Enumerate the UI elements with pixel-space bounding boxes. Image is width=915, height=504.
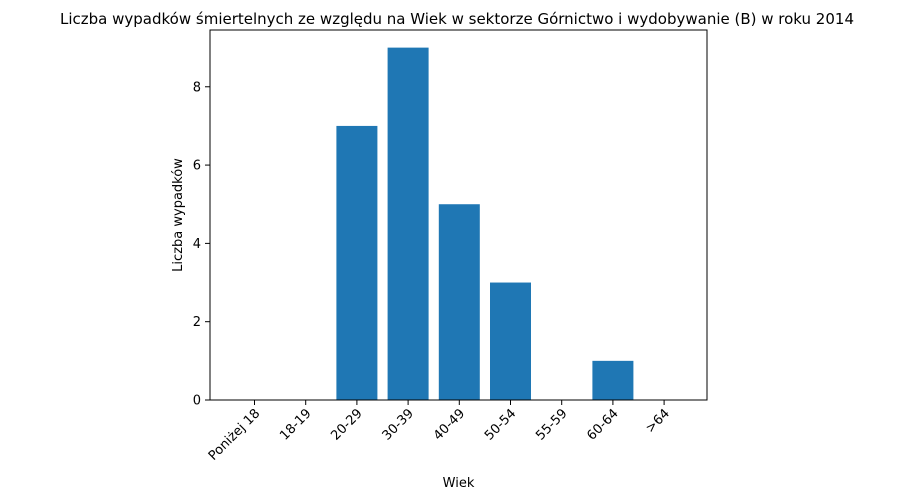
- plot-frame: [209, 29, 708, 401]
- x-tick-label: Poniżej 18: [206, 406, 263, 463]
- chart-title: Liczba wypadków śmiertelnych ze względu …: [60, 10, 854, 28]
- y-tick-label: 4: [193, 237, 201, 252]
- y-tick-label: 6: [193, 159, 201, 174]
- bar: [336, 125, 378, 400]
- x-tick-label: 20-29: [328, 406, 365, 443]
- x-axis-label: Wiek: [443, 476, 475, 491]
- bar: [438, 204, 480, 400]
- x-tick-label: 40-49: [431, 406, 468, 443]
- y-tick-label: 2: [193, 315, 201, 330]
- y-axis-label: Liczba wypadków: [171, 158, 186, 272]
- bar: [490, 282, 531, 400]
- y-tick-label: 8: [193, 80, 201, 95]
- x-tick-label: 50-54: [482, 406, 519, 443]
- x-tick-label: 60-64: [584, 406, 621, 443]
- bar: [592, 360, 634, 400]
- x-tick-label: 30-39: [380, 406, 417, 443]
- x-tick-label: 55-59: [533, 406, 570, 443]
- x-tick-label: 18-19: [277, 406, 314, 443]
- bar: [387, 47, 429, 400]
- x-tick-label: >64: [643, 406, 673, 436]
- y-tick-label: 0: [193, 394, 201, 409]
